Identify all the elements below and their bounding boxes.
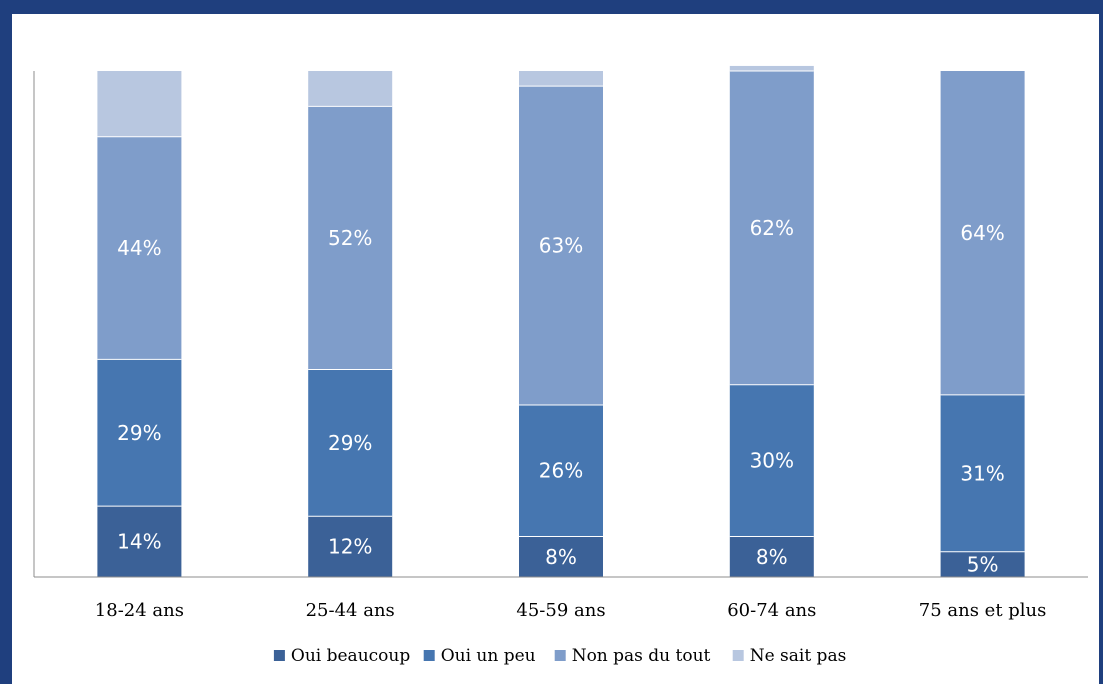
bars-group: [97, 65, 1025, 577]
bar-segment-2-cat-3: [519, 404, 603, 537]
legend-label: Oui un peu: [441, 646, 536, 666]
bar-segment-1-cat-5: [940, 551, 1025, 577]
data-label: 52%: [328, 226, 372, 250]
legend-swatch: [732, 650, 744, 661]
bar-segment-4-cat-2: [308, 71, 393, 107]
legend-label: Ne sait pas: [750, 646, 847, 666]
bar-segment-2-cat-1: [97, 359, 182, 507]
legend: Oui beaucoup Oui un peu Non pas du tout Ne …: [273, 646, 847, 666]
chart-frame: 14% 29% 44% 12% 29% 52% 8% 26% 63% 8% 30% 62% 5% 31% 6…: [12, 14, 1099, 684]
data-label: 12%: [328, 535, 372, 559]
data-label: 62%: [750, 216, 794, 240]
stacked-bar-chart: 14% 29% 44% 12% 29% 52% 8% 26% 63% 8% 30% 62% 5% 31% 6…: [33, 65, 1088, 666]
legend-swatch: [554, 650, 566, 661]
bar-segment-1-cat-1: [97, 506, 182, 577]
bar-segment-4-cat-3: [519, 71, 603, 87]
bar-segment-4-cat-1: [97, 71, 182, 137]
bar-segment-3-cat-4: [729, 71, 814, 385]
bar-segment-1-cat-3: [519, 536, 603, 577]
data-label: 5%: [967, 552, 999, 576]
data-label: 26%: [539, 459, 583, 483]
data-label: 29%: [117, 421, 161, 445]
legend-label: Non pas du tout: [572, 646, 711, 666]
bar-segment-3-cat-3: [519, 86, 603, 405]
data-label: 8%: [756, 545, 788, 569]
x-tick-label: 18-24 ans: [95, 600, 184, 621]
bar-segment-2-cat-5: [940, 394, 1025, 552]
x-tick-label: 75 ans et plus: [919, 600, 1047, 621]
data-label: 30%: [750, 449, 794, 473]
bar-segment-3-cat-2: [308, 106, 393, 370]
x-tick-label: 25-44 ans: [306, 600, 395, 621]
data-label: 44%: [117, 236, 161, 260]
legend-swatch: [423, 650, 435, 661]
data-label: 64%: [960, 221, 1004, 245]
x-tick-label: 45-59 ans: [516, 600, 605, 621]
legend-label: Oui beaucoup: [291, 646, 410, 666]
bar-segment-1-cat-4: [729, 536, 814, 577]
x-tick-label: 60-74 ans: [727, 600, 816, 621]
data-label: 8%: [545, 545, 577, 569]
bar-segment-4-cat-4: [729, 65, 814, 71]
bar-segment-3-cat-1: [97, 136, 182, 360]
x-tick-labels-group: 18-24 ans 25-44 ans 45-59 ans 60-74 ans 75 a…: [95, 600, 1047, 621]
data-label: 63%: [539, 234, 583, 258]
bar-segment-1-cat-2: [308, 516, 393, 577]
segment-labels-group: 14% 29% 44% 12% 29% 52% 8% 26% 63% 8% 30% 62% 5% 31% 6…: [117, 216, 1005, 576]
data-label: 14%: [117, 530, 161, 554]
bar-segment-2-cat-4: [729, 384, 814, 537]
bar-segment-2-cat-2: [308, 369, 393, 517]
legend-swatch: [273, 650, 285, 661]
data-label: 29%: [328, 431, 372, 455]
bar-segment-3-cat-5: [940, 71, 1025, 395]
data-label: 31%: [960, 461, 1004, 485]
